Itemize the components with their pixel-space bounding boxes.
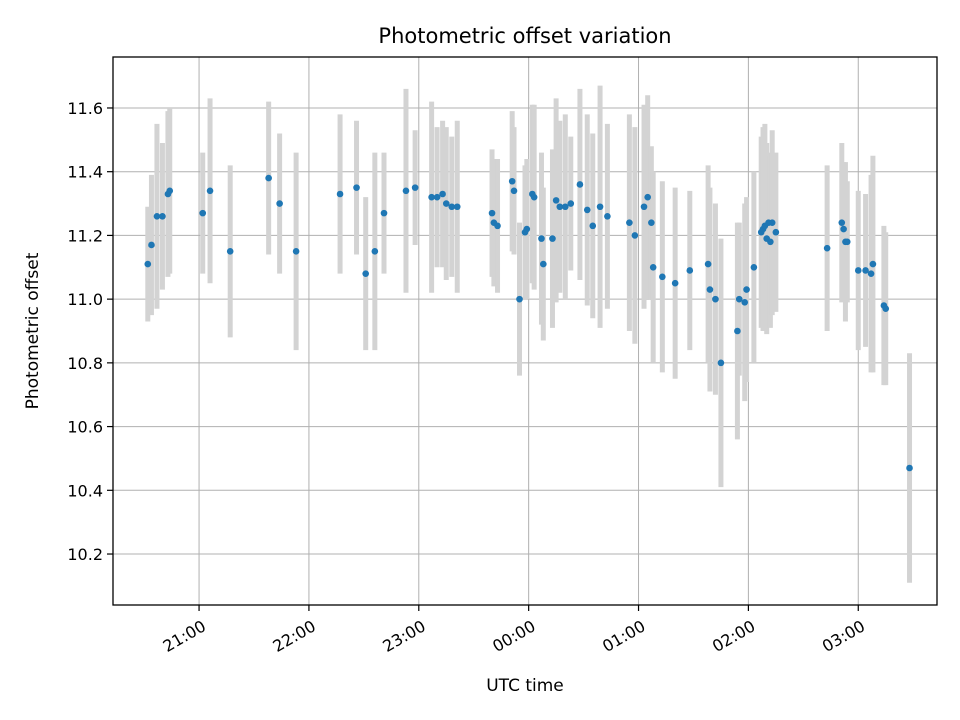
data-point: [276, 200, 283, 207]
y-axis-label: Photometric offset: [23, 252, 43, 409]
data-point: [508, 177, 516, 185]
x-tick-label: 00:00: [489, 616, 538, 656]
data-point: [854, 267, 862, 274]
data-point: [882, 305, 890, 312]
data-point: [199, 209, 207, 217]
data-point: [768, 219, 776, 226]
data-point: [706, 286, 714, 293]
y-tick-label: 11.4: [67, 163, 103, 182]
data-point: [867, 270, 875, 277]
data-point: [626, 219, 633, 226]
data-point: [428, 193, 435, 201]
y-tick-label: 10.6: [67, 418, 103, 437]
data-point: [336, 190, 344, 198]
data-point: [906, 464, 913, 472]
data-point: [823, 244, 831, 252]
data-point: [862, 267, 869, 274]
data-point: [704, 260, 712, 268]
data-point: [552, 197, 560, 204]
y-axis: 10.2 10.4 10.6 10.8 11.0 11.2 11.4 11.6: [67, 99, 113, 564]
data-point: [583, 206, 591, 214]
data-point: [717, 359, 725, 367]
data-point: [402, 187, 410, 195]
data-point: [838, 219, 846, 226]
data-point: [265, 174, 272, 182]
plot-frame: [112, 56, 938, 606]
data-points: [144, 174, 913, 472]
data-point: [442, 200, 450, 207]
y-tick-label: 10.2: [67, 545, 103, 564]
data-point: [671, 279, 679, 287]
x-axis-label: UTC time: [486, 676, 564, 696]
data-point: [869, 260, 877, 268]
data-point: [556, 203, 564, 211]
data-point: [362, 270, 369, 277]
data-point: [549, 235, 556, 242]
data-point: [540, 260, 547, 268]
data-point: [453, 203, 461, 211]
x-tick-label: 03:00: [819, 616, 868, 656]
x-tick-label: 02:00: [709, 616, 758, 656]
data-point: [488, 209, 496, 217]
data-point: [561, 203, 569, 211]
x-tick-label: 23:00: [379, 616, 428, 656]
x-tick-label: 21:00: [160, 616, 209, 656]
y-tick-label: 11.2: [67, 226, 103, 245]
data-point: [292, 248, 300, 255]
data-point: [380, 209, 388, 217]
y-tick-label: 11.6: [67, 99, 103, 118]
data-point: [589, 222, 597, 230]
data-point: [159, 213, 166, 220]
grid: [113, 57, 937, 605]
data-point: [767, 238, 774, 246]
data-point: [148, 241, 155, 249]
data-point: [510, 187, 518, 195]
data-point: [772, 228, 780, 236]
data-point: [649, 263, 657, 271]
data-point: [659, 273, 666, 281]
data-point: [523, 225, 531, 233]
x-tick-label: 01:00: [599, 616, 648, 656]
data-point: [734, 327, 741, 335]
chart-title: Photometric offset variation: [378, 24, 671, 48]
y-tick-label: 11.0: [67, 290, 103, 309]
data-point: [516, 295, 523, 303]
data-point: [153, 213, 161, 220]
data-point: [530, 193, 538, 201]
data-point: [840, 225, 847, 233]
data-point: [743, 286, 750, 293]
data-point: [353, 184, 360, 191]
data-point: [538, 235, 545, 242]
data-point: [576, 181, 584, 188]
data-point: [226, 248, 234, 255]
data-point: [712, 295, 719, 303]
data-point: [631, 232, 639, 239]
data-point: [648, 219, 655, 226]
data-point: [144, 260, 152, 268]
data-point: [741, 299, 749, 306]
data-point: [166, 187, 174, 195]
data-point: [448, 203, 456, 211]
data-point: [567, 200, 575, 207]
data-point: [439, 190, 446, 198]
data-point: [371, 248, 379, 255]
data-point: [494, 222, 501, 230]
data-point: [843, 238, 851, 246]
data-point: [411, 184, 419, 191]
data-point: [433, 193, 441, 201]
data-point: [750, 263, 758, 271]
data-point: [596, 203, 604, 211]
data-point: [735, 295, 743, 303]
data-point: [686, 267, 694, 274]
x-tick-label: 22:00: [269, 616, 318, 656]
data-point: [206, 187, 214, 195]
y-tick-label: 10.8: [67, 354, 103, 373]
data-point: [604, 213, 611, 220]
data-point: [640, 203, 648, 211]
x-axis: 21:00 22:00 23:00 00:00 01:00 02:00 03:00: [160, 605, 868, 656]
y-tick-label: 10.4: [67, 481, 103, 500]
data-point: [644, 193, 651, 201]
